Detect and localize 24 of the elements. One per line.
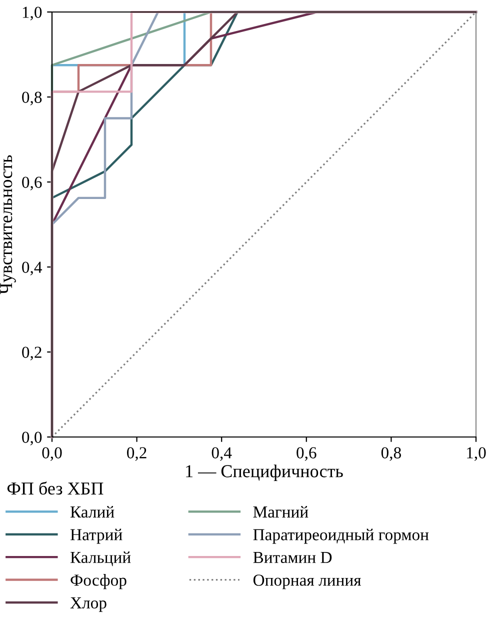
legend-label: Калий [70,506,114,518]
y-axis-title: Чувствительность [0,155,16,294]
y-tick-label: 0,8 [22,92,42,106]
legend-title: ФП без ХБП [7,482,104,495]
x-tick-label: 0,0 [42,447,62,461]
y-tick-label: 0,4 [22,262,42,276]
y-tick-label: 1,0 [22,6,42,20]
y-tick-label: 0,0 [22,432,42,446]
x-tick-label: 0,2 [127,447,146,461]
x-tick-label: 0,6 [296,447,316,461]
legend-label: Витамин D [253,552,332,564]
legend-label: Фосфор [70,574,126,590]
x-tick-label: 0,4 [212,447,232,461]
y-tick-label: 0,2 [22,346,42,360]
x-axis-title: 1 — Специфичность [186,464,343,481]
legend-label: Кальций [70,551,131,566]
x-tick-label: 0,8 [381,447,401,461]
legend-label: Хлор [70,597,106,612]
legend-label: Паратиреоидный гормон [253,528,429,544]
legend-label: Натрий [70,528,122,544]
x-tick-label: 1,0 [467,447,486,461]
legend-label: Опорная линия [253,574,361,590]
legend-label: Магний [253,506,308,518]
y-tick-label: 0,6 [22,176,42,190]
